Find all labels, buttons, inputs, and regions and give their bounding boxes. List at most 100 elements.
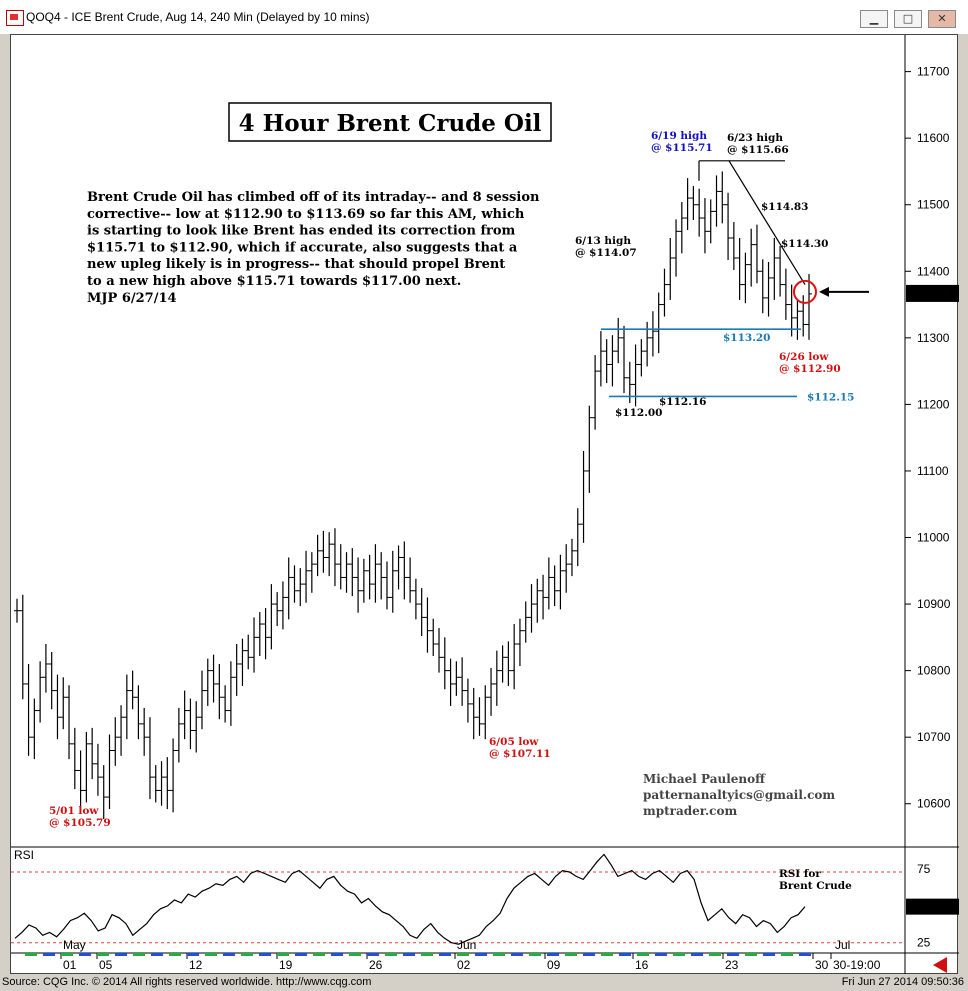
ohlc-bar (152, 765, 159, 803)
ohlc-bar (678, 202, 685, 254)
price-chart[interactable]: 10600 10700 10800 10900 11000 11100 11200 11300… (11, 35, 959, 975)
ohlc-bar (227, 661, 234, 726)
chart-window[interactable]: 10600 10700 10800 10900 11000 11100 11200 11300… (10, 34, 959, 975)
x-tick-label: 19 (279, 958, 293, 972)
session-strip (385, 953, 397, 956)
y-tick-label: 11200 (917, 397, 950, 411)
session-strip (25, 953, 37, 956)
session-strip (619, 953, 631, 956)
ohlc-bar (372, 544, 379, 603)
commentary-line: corrective-- low at $112.90 to $113.69 s… (87, 207, 525, 222)
x-tick-label: 30 (815, 958, 829, 972)
maximize-button[interactable]: □ (894, 10, 922, 28)
ohlc-bar (193, 701, 200, 753)
ohlc-bar (661, 268, 668, 317)
last-price-box (906, 284, 959, 302)
ohlc-bar (725, 192, 732, 260)
ohlc-bar (436, 628, 443, 673)
session-strip (691, 953, 703, 956)
ohlc-bar (516, 618, 523, 666)
ohlc-bar (684, 178, 691, 231)
price-annotation: @ $115.66 (727, 144, 789, 156)
session-strip (349, 953, 361, 956)
session-strip (295, 953, 307, 956)
ohlc-bar (106, 734, 113, 810)
ohlc-bar (216, 663, 223, 720)
close-icon: ✕ (937, 12, 947, 25)
ohlc-bar (522, 601, 529, 643)
session-strip (763, 953, 775, 956)
ohlc-bar (499, 645, 506, 683)
price-annotation: 6/19 high (651, 130, 707, 142)
ohlc-bar (788, 284, 795, 337)
session-strip (115, 953, 127, 956)
minimize-icon: ▁ (869, 12, 879, 25)
price-annotation: 5/01 low (49, 805, 99, 817)
ohlc-bar (719, 171, 726, 224)
close-button[interactable]: ✕ (928, 10, 956, 28)
ohlc-bar (505, 641, 512, 686)
session-strip (475, 953, 487, 956)
x-tick-label: 05 (99, 958, 113, 972)
x-tick-label: 09 (547, 958, 561, 972)
author-line: patternanaltyics@gmail.com (643, 788, 835, 802)
x-tick-label: 12 (189, 958, 203, 972)
ohlc-bar (297, 568, 304, 607)
y-tick-label: 10600 (917, 797, 951, 811)
ohlc-bar (355, 557, 362, 613)
ohlc-bar (251, 617, 258, 673)
ohlc-bar (557, 554, 564, 610)
ohlc-bar (349, 548, 356, 597)
session-strip (601, 953, 613, 956)
last-price-label: 11366 (915, 287, 948, 301)
ohlc-bar (667, 238, 674, 300)
ohlc-bar (713, 175, 720, 227)
rsi-for-label: RSI for (779, 868, 821, 880)
ohlc-bar (568, 538, 575, 577)
chart-title: 4 Hour Brent Crude Oil (239, 110, 542, 137)
x-tick-label: 30-19:00 (833, 958, 881, 972)
session-strip (529, 953, 541, 956)
ohlc-bar (164, 757, 171, 810)
session-strip (403, 953, 415, 956)
ohlc-bar (308, 552, 315, 593)
ohlc-bar (141, 707, 148, 756)
commentary-line: MJP 6/27/14 (87, 291, 177, 306)
ohlc-bar (638, 339, 645, 377)
ohlc-bar (563, 544, 570, 593)
ohlc-bar (337, 544, 344, 590)
ohlc-bar (383, 561, 390, 610)
price-annotation: 6/05 low (489, 736, 539, 748)
ohlc-bar (771, 238, 778, 300)
ohlc-bar (806, 273, 812, 340)
minimize-button[interactable]: ▁ (860, 10, 888, 28)
y-tick-label: 11000 (917, 531, 950, 545)
ohlc-bar (118, 705, 125, 756)
y-tick-label: 11100 (917, 464, 949, 478)
ohlc-bar (129, 670, 136, 710)
price-annotation: $114.30 (781, 238, 829, 250)
ohlc-bar (100, 765, 107, 820)
ohlc-bar (649, 311, 656, 357)
ohlc-bar (204, 658, 211, 706)
ohlc-bar (158, 761, 165, 806)
ohlc-bar (60, 677, 67, 730)
ohlc-bar (268, 584, 275, 650)
session-strip (367, 953, 379, 956)
ohlc-bar (782, 268, 789, 320)
cqg-app-icon (6, 10, 24, 26)
ohlc-bar (603, 339, 610, 384)
ohlc-bar (690, 186, 697, 221)
source-text: Source: CQG Inc. © 2014 All rights reser… (2, 976, 372, 988)
author-line: Michael Paulenoff (643, 772, 766, 786)
ohlc-bar (418, 588, 425, 637)
x-tick-label: 02 (457, 958, 471, 972)
ohlc-bar (187, 698, 194, 750)
support-label: $113.20 (723, 332, 771, 344)
maximize-icon: □ (902, 12, 914, 25)
x-tick-label: 01 (63, 958, 77, 972)
ohlc-bar (730, 222, 737, 270)
ohlc-bar (609, 335, 616, 387)
x-tick-label: 23 (725, 958, 739, 972)
ohlc-bar (331, 528, 338, 587)
